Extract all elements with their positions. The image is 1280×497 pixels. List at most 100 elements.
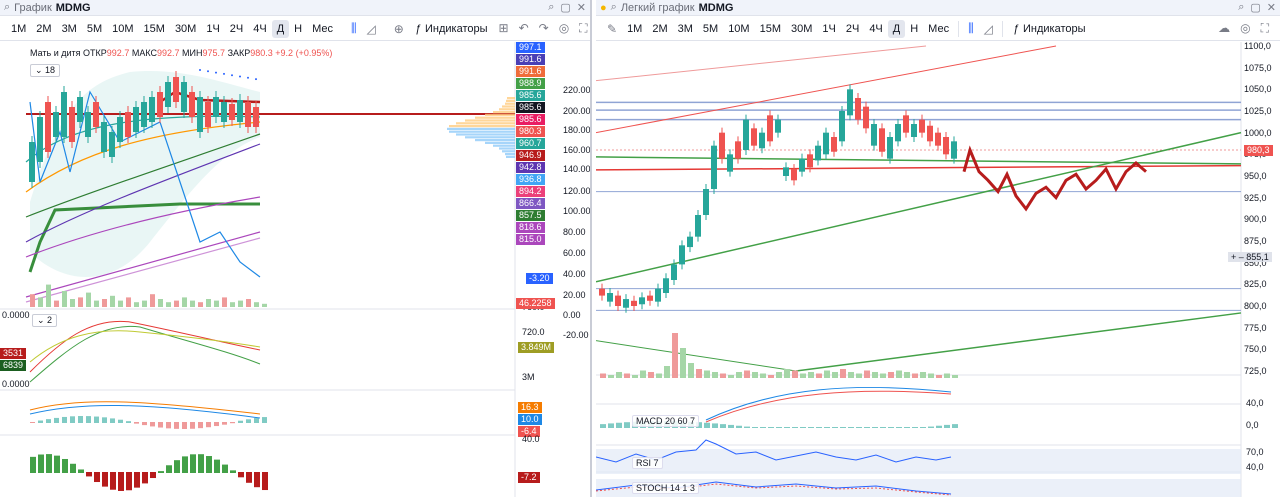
- timeframe-30М[interactable]: 30М: [791, 22, 813, 35]
- undo-icon[interactable]: ↶: [518, 21, 529, 35]
- timeframe-30М[interactable]: 30М: [174, 22, 197, 35]
- pencil-icon[interactable]: ✎: [607, 21, 618, 36]
- ma-orange-line: [25, 121, 261, 193]
- right-symbol[interactable]: MDMG: [698, 1, 734, 14]
- search-icon[interactable]: ⌕: [610, 1, 617, 13]
- timeframe-Мес[interactable]: Мес: [928, 22, 950, 35]
- close-icon[interactable]: ✕: [1266, 2, 1276, 14]
- timeframe-Д[interactable]: Д: [271, 19, 290, 38]
- close-icon[interactable]: ✕: [576, 2, 586, 14]
- trend-line: [795, 312, 1242, 372]
- left-symbol[interactable]: MDMG: [55, 1, 91, 14]
- price-axis-tick: 200.00: [563, 106, 591, 116]
- timeframe-3М[interactable]: 3М: [61, 22, 77, 35]
- timeframe-5М[interactable]: 5М: [702, 22, 719, 35]
- price-axis-tick: 100.00: [563, 206, 591, 216]
- indicators-button[interactable]: ƒ Индикаторы: [1007, 21, 1092, 37]
- search-icon[interactable]: ⌕: [548, 1, 555, 13]
- candle-body: [727, 154, 733, 172]
- volume-bar: [848, 372, 854, 378]
- timeframe-15М[interactable]: 15М: [143, 22, 165, 35]
- volume-profile-bar: [449, 130, 515, 133]
- macd-histogram-bar: [86, 416, 91, 423]
- cloud-icon[interactable]: ☁: [1218, 21, 1231, 35]
- compare-icon[interactable]: ◿: [983, 21, 993, 36]
- timeframe-15М[interactable]: 15М: [759, 22, 781, 35]
- volume-profile-bar: [449, 125, 515, 128]
- volume-bar: [182, 297, 187, 307]
- timeframe-4Ч[interactable]: 4Ч: [253, 22, 267, 35]
- crosshair-price-badge[interactable]: + – 855,1: [1228, 252, 1272, 263]
- candle-body: [751, 128, 757, 146]
- fullscreen-icon[interactable]: ⛶: [1260, 21, 1269, 35]
- timeframe-2М[interactable]: 2М: [652, 22, 668, 35]
- camera-icon[interactable]: ◎: [1240, 21, 1251, 35]
- candles-icon[interactable]: ⫼: [351, 21, 357, 35]
- osc-axis-tick: 40.0: [522, 434, 540, 444]
- osc-line-green: [29, 325, 261, 383]
- timeframe-Н[interactable]: Н: [294, 22, 303, 35]
- macd-pane-label[interactable]: MACD 20 60 7: [632, 415, 700, 427]
- timeframe-2Ч[interactable]: 2Ч: [845, 22, 860, 35]
- right-chart-canvas[interactable]: [596, 42, 1280, 497]
- candles-icon[interactable]: ⫼: [968, 21, 974, 35]
- volume-bar: [808, 372, 814, 378]
- macd-histogram-bar: [928, 426, 934, 428]
- timeframe-2Ч[interactable]: 2Ч: [229, 22, 244, 35]
- macd-histogram-bar: [896, 427, 902, 428]
- timeframe-1Ч[interactable]: 1Ч: [822, 22, 836, 35]
- search-icon[interactable]: ⌕: [1238, 1, 1245, 13]
- price-label-badge: 991.6: [516, 66, 545, 77]
- sun-icon[interactable]: ●: [600, 1, 607, 14]
- rsi-pane-label[interactable]: RSI 7: [632, 457, 663, 469]
- candle-body: [77, 97, 83, 122]
- layout-icon[interactable]: ⊞: [498, 21, 509, 35]
- macd-histogram-bar: [744, 426, 750, 428]
- histogram-bar: [126, 472, 132, 491]
- volume-bar: [46, 284, 51, 307]
- timeframe-1М[interactable]: 1М: [11, 22, 27, 35]
- camera-icon[interactable]: ◎: [558, 21, 570, 35]
- volume-bar: [166, 302, 171, 307]
- volume-profile-bar: [502, 150, 515, 153]
- add-symbol-icon[interactable]: ⊕: [393, 21, 404, 36]
- timeframe-10М[interactable]: 10М: [112, 22, 134, 35]
- maximize-icon[interactable]: ▢: [1250, 2, 1261, 14]
- timeframe-Н[interactable]: Н: [910, 22, 919, 35]
- histogram-bar: [62, 458, 68, 473]
- stoch-pane-label[interactable]: STOCH 14 1 3: [632, 482, 699, 494]
- indicators-button[interactable]: ƒ Индикаторы: [409, 21, 494, 37]
- macd-histogram-bar: [142, 422, 147, 426]
- macd-histogram-bar: [190, 422, 195, 429]
- redo-icon[interactable]: ↷: [538, 21, 549, 35]
- timeframe-Мес[interactable]: Мес: [312, 22, 334, 35]
- timeframe-10М[interactable]: 10М: [728, 22, 750, 35]
- left-chart-canvas[interactable]: [0, 42, 592, 497]
- compare-icon[interactable]: ◿: [366, 21, 376, 36]
- timeframe-4Ч[interactable]: 4Ч: [869, 22, 883, 35]
- timeframe-1М[interactable]: 1М: [627, 22, 643, 35]
- candle-body: [935, 132, 941, 146]
- volume-bar: [118, 300, 123, 307]
- timeframe-Д[interactable]: Д: [887, 19, 906, 38]
- volume-bar: [736, 372, 742, 378]
- macd-histogram-bar: [254, 418, 259, 423]
- volume-bar: [912, 373, 918, 378]
- volume-profile-bar: [447, 127, 515, 130]
- indicator-count-badge[interactable]: ⌄ 18: [30, 64, 61, 77]
- candle-body: [245, 102, 251, 127]
- volume-bar: [768, 375, 774, 378]
- timeframe-1Ч[interactable]: 1Ч: [206, 22, 220, 35]
- maximize-icon[interactable]: ▢: [560, 2, 571, 14]
- macd-histogram-bar: [760, 427, 766, 428]
- search-icon[interactable]: ⌕: [4, 1, 11, 13]
- price-axis-tick: 775,0: [1244, 322, 1267, 333]
- histogram-bar: [158, 471, 164, 473]
- timeframe-5М[interactable]: 5М: [86, 22, 103, 35]
- timeframe-2М[interactable]: 2М: [36, 22, 52, 35]
- fullscreen-icon[interactable]: ⛶: [579, 21, 588, 35]
- timeframe-3М[interactable]: 3М: [677, 22, 693, 35]
- price-axis-tick: 850,0: [1244, 257, 1267, 268]
- pane-indicator-count-badge[interactable]: ⌄ 2: [32, 314, 58, 327]
- channel-line: [596, 45, 927, 82]
